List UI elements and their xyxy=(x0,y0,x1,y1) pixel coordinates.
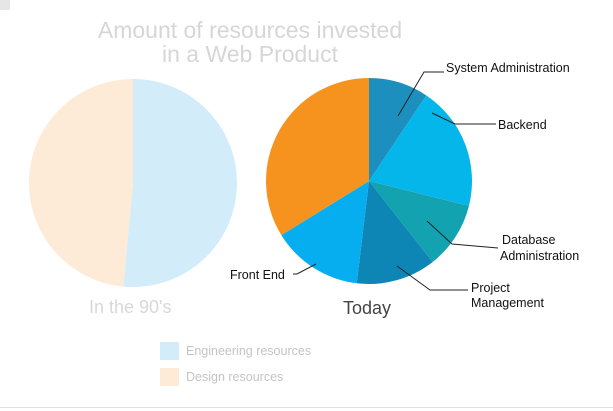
legend-swatch-design xyxy=(160,368,179,386)
pie-90s xyxy=(28,79,237,287)
chart-title-line-1: Amount of resources invested xyxy=(97,17,403,43)
pie-today-slice-system-administration xyxy=(369,78,427,181)
pie-today-slice-database-administration xyxy=(369,181,469,262)
legend-label-engineering: Engineering resources xyxy=(186,344,312,358)
label-database-line-1: Database xyxy=(502,233,556,247)
bottom-divider xyxy=(0,407,613,408)
pie-today-slice-project-management xyxy=(356,181,433,285)
leader-system-administration xyxy=(397,71,444,117)
label-project-line-2: Management xyxy=(471,296,544,310)
label-database-line-2: Administration xyxy=(500,249,580,263)
label-backend: Backend xyxy=(498,118,547,132)
pie-today xyxy=(266,78,472,285)
label-project-line-1: Project xyxy=(471,281,510,295)
caption-90s: In the 90's xyxy=(89,297,172,317)
leader-backend xyxy=(431,112,496,125)
label-front-end: Front End xyxy=(230,268,285,282)
pie-today-slice-design xyxy=(266,78,369,236)
legend-label-design: Design resources xyxy=(186,370,284,384)
pie-today-slice-backend xyxy=(369,95,472,206)
legend-swatch-engineering xyxy=(160,342,179,360)
corner-mark xyxy=(0,0,10,10)
leader-lines xyxy=(293,71,499,291)
label-system-administration: System Administration xyxy=(446,61,570,75)
leader-project-management xyxy=(396,265,468,291)
chart-title-line-2: in a Web Product xyxy=(161,41,338,67)
leader-database-administration xyxy=(426,220,499,249)
leader-front-end xyxy=(293,263,317,275)
pie-today-slice-front-end xyxy=(281,181,369,284)
pie-90s-slice-engineering-resources xyxy=(123,79,237,287)
pie-90s-slice-design-resources xyxy=(28,79,134,287)
caption-today: Today xyxy=(343,298,392,318)
